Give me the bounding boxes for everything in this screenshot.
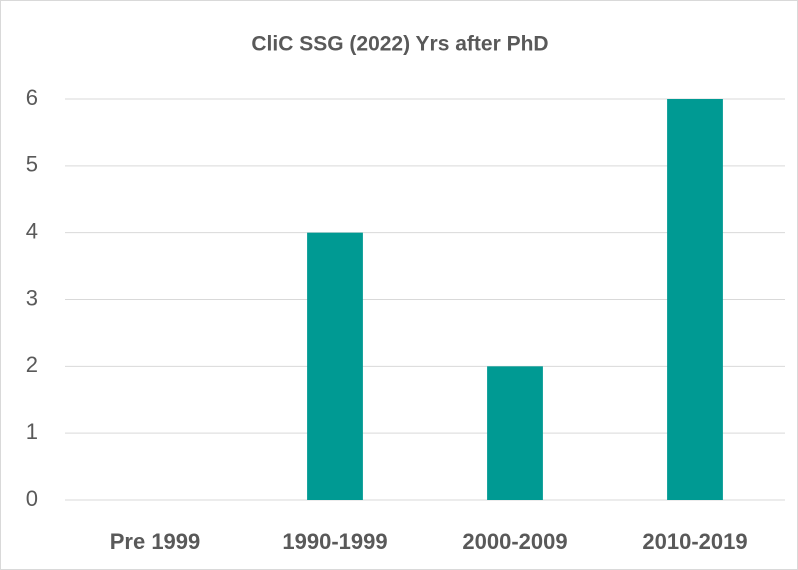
x-tick-label: 1990-1999 [282,529,387,554]
bar [667,99,723,500]
y-tick-label: 5 [26,152,38,177]
y-tick-label: 1 [26,419,38,444]
x-tick-label: 2010-2019 [642,529,747,554]
y-tick-label: 0 [26,486,38,511]
bar [487,366,543,500]
y-tick-label: 2 [26,352,38,377]
x-tick-label: Pre 1999 [110,529,201,554]
y-tick-label: 3 [26,285,38,310]
y-tick-label: 4 [26,218,38,243]
x-tick-label: 2000-2009 [462,529,567,554]
y-tick-label: 6 [26,85,38,110]
bar [307,232,363,500]
chart-title: CliC SSG (2022) Yrs after PhD [251,33,548,56]
